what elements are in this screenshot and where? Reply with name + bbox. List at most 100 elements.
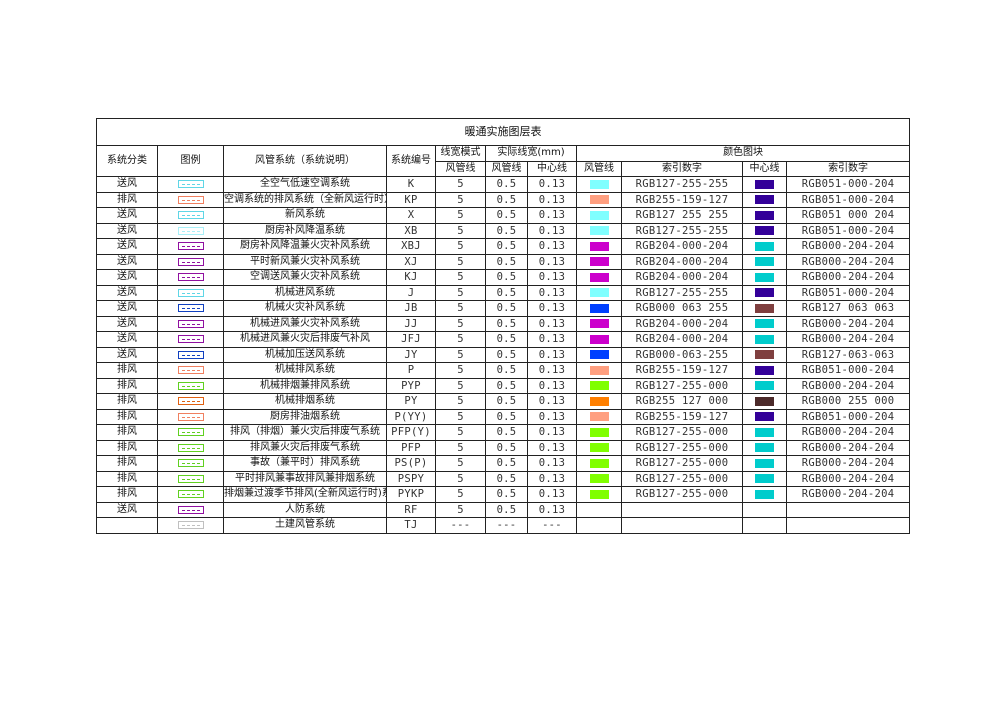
header-code: 系统编号: [386, 145, 436, 177]
legend-cell: [157, 253, 224, 270]
system-category-cell: 排风: [96, 455, 158, 472]
center-color-index-cell: RGB000 255 000: [785, 393, 911, 410]
system-name-cell: 机械排烟兼排风系统: [223, 377, 387, 394]
duct-color-swatch: [589, 179, 609, 189]
system-category-cell: 排风: [96, 362, 158, 379]
system-code-cell: JJ: [386, 315, 436, 332]
header-linewidth-mode-sub: 风管线: [435, 160, 486, 177]
actual-duct-width-cell: 0.5: [485, 455, 528, 472]
center-color-index-cell: RGB051-000-204: [785, 362, 911, 379]
center-color-index-cell: [785, 517, 911, 534]
actual-center-width-cell: 0.13: [527, 408, 577, 425]
system-code-cell: JB: [386, 300, 436, 317]
linewidth-mode-cell: 5: [435, 300, 486, 317]
legend-cell: [157, 269, 224, 286]
actual-center-width-cell: 0.13: [527, 300, 577, 317]
linewidth-mode-cell: ---: [435, 517, 486, 534]
actual-duct-width-cell: 0.5: [485, 377, 528, 394]
table-row: 送风 新风系统 X 5 0.5 0.13 RGB127 255 255 RGB051 000 …: [96, 207, 911, 224]
center-color-swatch-cell: [742, 222, 787, 239]
actual-center-width-cell: 0.13: [527, 331, 577, 348]
legend-line-sample: [177, 505, 204, 514]
actual-duct-width-cell: 0.5: [485, 346, 528, 363]
actual-duct-width-cell: 0.5: [485, 238, 528, 255]
legend-line-sample: [177, 273, 204, 282]
legend-line-sample: [177, 474, 204, 483]
duct-color-index-cell: RGB255-159-127: [621, 191, 743, 208]
actual-duct-width-cell: 0.5: [485, 439, 528, 456]
system-code-cell: J: [386, 284, 436, 301]
center-color-swatch: [755, 334, 774, 344]
linewidth-mode-cell: 5: [435, 486, 486, 503]
legend-line-sample: [177, 195, 204, 204]
legend-cell: [157, 424, 224, 441]
table-row: 排风 事故（兼平时）排风系统 PS(P) 5 0.5 0.13 RGB127-255-000…: [96, 455, 911, 472]
duct-color-swatch-cell: [576, 222, 622, 239]
center-color-index-cell: RGB127 063 063: [785, 300, 911, 317]
actual-duct-width-cell: 0.5: [485, 501, 528, 518]
legend-line-sample: [177, 428, 204, 437]
actual-duct-width-cell: 0.5: [485, 486, 528, 503]
center-color-index-cell: RGB000-204-204: [785, 377, 911, 394]
legend-line-sample: [177, 490, 204, 499]
system-code-cell: PSPY: [386, 470, 436, 487]
center-color-swatch: [755, 396, 774, 406]
table-row: 排风 空调系统的排风系统（全新风运行时） KP 5 0.5 0.13 RGB255-159-…: [96, 191, 911, 208]
header-system: 风管系统（系统说明）: [223, 145, 387, 177]
legend-cell: [157, 470, 224, 487]
linewidth-mode-cell: 5: [435, 455, 486, 472]
center-color-index-cell: RGB000-204-204: [785, 269, 911, 286]
legend-cell: [157, 284, 224, 301]
center-color-index-cell: RGB051-000-204: [785, 222, 911, 239]
linewidth-mode-cell: 5: [435, 269, 486, 286]
system-category-cell: 送风: [96, 501, 158, 518]
center-color-swatch: [755, 179, 774, 189]
center-color-swatch: [755, 195, 774, 205]
system-code-cell: TJ: [386, 517, 436, 534]
center-color-swatch-cell: [742, 331, 787, 348]
system-code-cell: PS(P): [386, 455, 436, 472]
center-color-index-cell: RGB051-000-204: [785, 176, 911, 193]
center-color-swatch-cell: [742, 424, 787, 441]
center-color-swatch-cell: [742, 238, 787, 255]
table-row: 送风 机械进风系统 J 5 0.5 0.13 RGB127-255-255 RGB051-00…: [96, 284, 911, 301]
legend-line-sample: [177, 350, 204, 359]
system-category-cell: 送风: [96, 346, 158, 363]
center-color-swatch-cell: [742, 470, 787, 487]
system-code-cell: KP: [386, 191, 436, 208]
header-color-duct: 风管线: [576, 160, 622, 177]
duct-color-swatch: [589, 241, 609, 251]
linewidth-mode-cell: 5: [435, 439, 486, 456]
actual-duct-width-cell: ---: [485, 517, 528, 534]
actual-duct-width-cell: 0.5: [485, 222, 528, 239]
duct-color-index-cell: RGB255-159-127: [621, 362, 743, 379]
legend-cell: [157, 315, 224, 332]
system-category-cell: 送风: [96, 300, 158, 317]
center-color-index-cell: RGB000-204-204: [785, 331, 911, 348]
duct-color-swatch: [589, 427, 609, 437]
center-color-swatch-cell: [742, 176, 787, 193]
actual-duct-width-cell: 0.5: [485, 408, 528, 425]
duct-color-swatch: [589, 334, 609, 344]
legend-cell: [157, 331, 224, 348]
actual-center-width-cell: 0.13: [527, 222, 577, 239]
actual-center-width-cell: 0.13: [527, 346, 577, 363]
actual-duct-width-cell: 0.5: [485, 191, 528, 208]
duct-color-swatch-cell: [576, 346, 622, 363]
center-color-swatch: [755, 226, 774, 236]
linewidth-mode-cell: 5: [435, 362, 486, 379]
center-color-index-cell: RGB000-204-204: [785, 253, 911, 270]
legend-cell: [157, 377, 224, 394]
system-name-cell: 机械进风兼火灾补风系统: [223, 315, 387, 332]
table-row: 排风 机械排风系统 P 5 0.5 0.13 RGB255-159-127 RGB051-00…: [96, 362, 911, 379]
table-row: 送风 厨房补风降温系统 XB 5 0.5 0.13 RGB127-255-255 RGB051…: [96, 222, 911, 239]
legend-line-sample: [177, 521, 204, 530]
center-color-swatch-cell: [742, 253, 787, 270]
center-color-swatch-cell: [742, 315, 787, 332]
system-code-cell: P(YY): [386, 408, 436, 425]
duct-color-swatch-cell: [576, 439, 622, 456]
table-row: 送风 机械进风兼火灾后排废气补风 JFJ 5 0.5 0.13 RGB204-000-204…: [96, 331, 911, 348]
duct-color-swatch-cell: [576, 253, 622, 270]
center-color-swatch-cell: [742, 501, 787, 518]
system-category-cell: 排风: [96, 470, 158, 487]
